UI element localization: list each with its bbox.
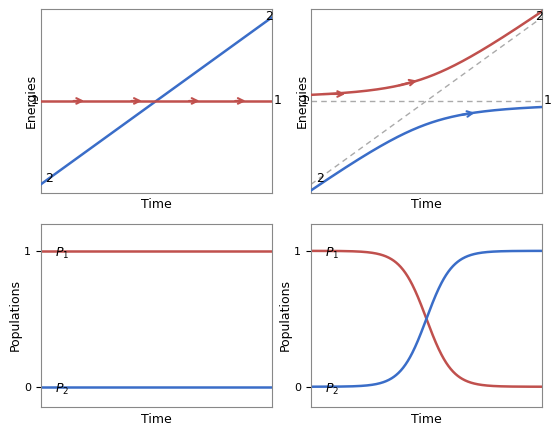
Text: 1: 1 (31, 95, 39, 108)
Text: $P_1$: $P_1$ (325, 246, 339, 261)
Text: $P_1$: $P_1$ (55, 246, 69, 261)
Text: 2: 2 (45, 171, 53, 184)
Text: 1: 1 (544, 95, 552, 108)
Text: 1: 1 (274, 95, 282, 108)
Text: $P_2$: $P_2$ (55, 381, 69, 397)
Y-axis label: Energies: Energies (25, 74, 38, 128)
Text: 2: 2 (316, 171, 324, 184)
X-axis label: Time: Time (141, 413, 171, 426)
Y-axis label: Populations: Populations (8, 279, 21, 352)
Text: $P_2$: $P_2$ (325, 381, 339, 397)
X-axis label: Time: Time (411, 198, 442, 211)
X-axis label: Time: Time (141, 198, 171, 211)
Text: 2: 2 (265, 10, 273, 23)
Y-axis label: Populations: Populations (278, 279, 292, 352)
Text: 1: 1 (301, 95, 309, 108)
Y-axis label: Energies: Energies (295, 74, 308, 128)
X-axis label: Time: Time (411, 413, 442, 426)
Text: 2: 2 (535, 10, 543, 23)
